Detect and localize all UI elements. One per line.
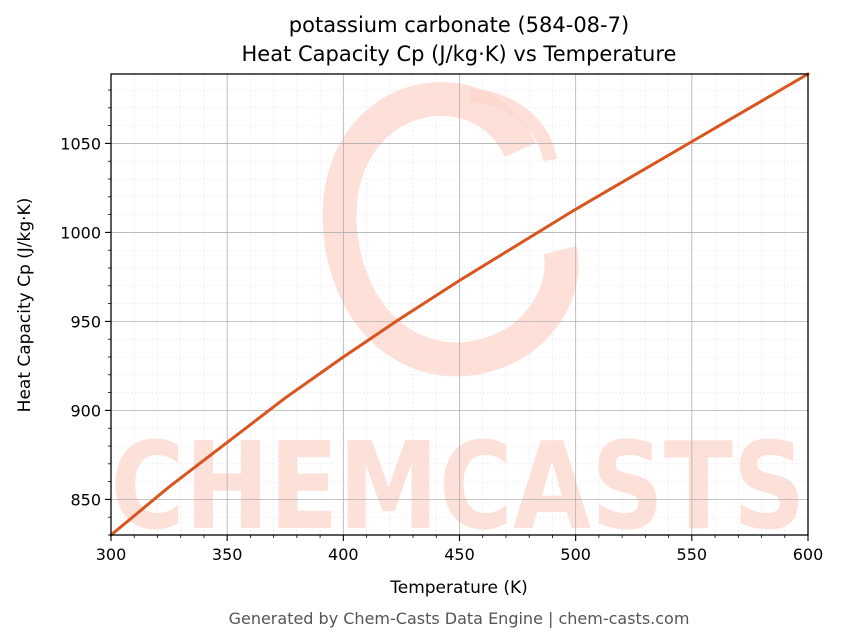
y-tick-label: 1000: [60, 223, 101, 242]
chart-title-line-2: Heat Capacity Cp (J/kg·K) vs Temperature: [242, 42, 677, 66]
axis-ticks: [105, 89, 809, 541]
series-line-heat-capacity: [109, 72, 810, 537]
y-axis-label: Heat Capacity Cp (J/kg·K): [15, 198, 35, 413]
x-axis-label: Temperature (K): [389, 578, 528, 598]
series-layer: [109, 72, 810, 537]
x-tick-label: 400: [328, 545, 359, 564]
tick-labels: 300 350 400 450 500 550 600 850 900 950 1000 1050: [60, 134, 823, 564]
x-tick-label: 500: [560, 545, 591, 564]
x-tick-label: 300: [96, 545, 127, 564]
watermark: CHEMCASTS: [111, 81, 806, 557]
x-tick-label: 550: [677, 545, 708, 564]
y-tick-label: 1050: [60, 134, 101, 153]
x-tick-label: 600: [793, 545, 824, 564]
watermark-text: CHEMCASTS: [111, 418, 806, 557]
y-tick-label: 900: [70, 401, 101, 420]
chart-title-line-1: potassium carbonate (584-08-7): [289, 13, 629, 37]
y-tick-label: 950: [70, 312, 101, 331]
watermark-logo-swirl: [322, 81, 579, 377]
y-tick-label: 850: [70, 490, 101, 509]
footer-credit: Generated by Chem-Casts Data Engine | ch…: [229, 609, 690, 628]
x-tick-label: 450: [444, 545, 475, 564]
x-tick-label: 350: [212, 545, 243, 564]
